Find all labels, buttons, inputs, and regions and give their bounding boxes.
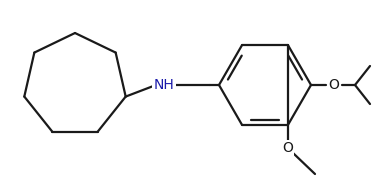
Text: NH: NH [154, 78, 174, 92]
Text: O: O [329, 78, 340, 92]
Text: O: O [283, 141, 294, 155]
